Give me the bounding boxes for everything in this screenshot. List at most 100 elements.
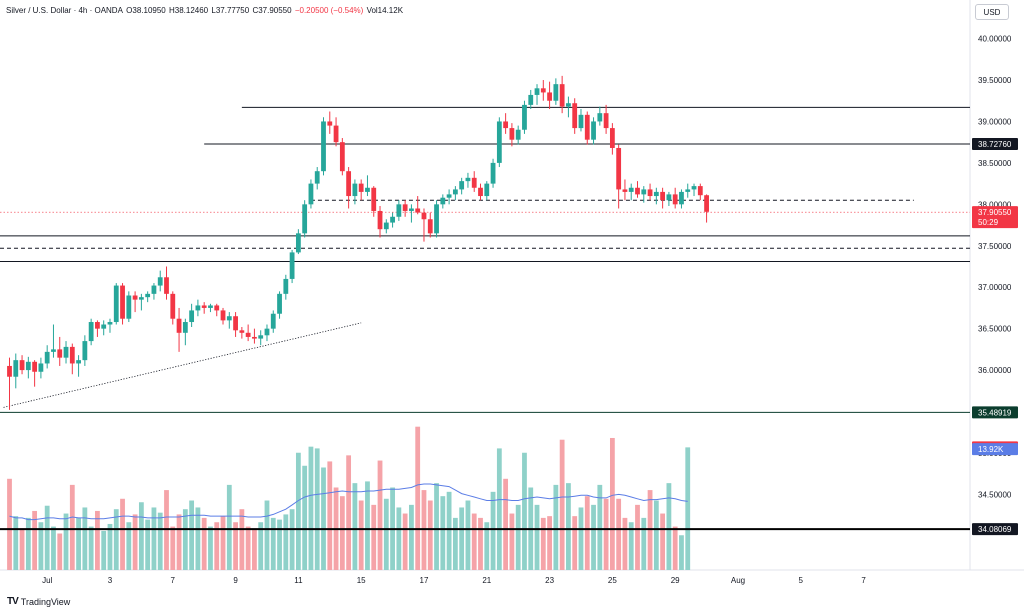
volume-bar: [157, 512, 163, 570]
volume-bar: [82, 507, 88, 570]
candle-body: [38, 363, 44, 372]
volume-tag-bg: [972, 443, 1018, 456]
price-tick-label: 36.50000: [978, 325, 1012, 334]
currency-button[interactable]: USD: [975, 4, 1009, 20]
symbol-legend: Silver / U.S. Dollar · 4h · OANDA O38.10…: [6, 6, 404, 15]
candle-body: [214, 305, 220, 311]
price-tick-label: 37.50000: [978, 242, 1012, 251]
price-change: −0.20500 (−0.54%): [294, 6, 364, 15]
candle-body: [584, 114, 590, 140]
price-axis-labels: 40.00000 39.50000 39.00000 38.50000 38.00000…: [978, 35, 1012, 500]
candle-body: [208, 305, 213, 308]
brand-text: TradingView: [20, 596, 71, 607]
volume-bar: [440, 496, 446, 570]
volume-bar: [95, 510, 100, 570]
current-price-tag: 37.90550: [978, 208, 1012, 217]
tradingview-branding[interactable]: TV TradingView: [7, 596, 70, 607]
candle-body: [503, 121, 509, 129]
candle-body: [164, 277, 169, 294]
level-price-tag-bg: [972, 406, 1018, 419]
horizontal-levels: [0, 106, 970, 531]
volume-bar: [195, 507, 201, 570]
time-tick-label: 17: [420, 576, 429, 585]
volume-bar: [145, 519, 151, 570]
time-tick-label: Jul: [42, 576, 52, 585]
volume-bar: [63, 513, 69, 570]
volume-bar: [258, 522, 264, 570]
volume-bar: [176, 514, 182, 570]
volume-bar: [283, 514, 289, 570]
volume-bar: [264, 500, 270, 570]
volume-bar: [672, 526, 678, 570]
price-tick-label: 39.00000: [978, 117, 1012, 126]
candle-body: [346, 171, 352, 197]
volume-bar: [76, 517, 81, 570]
candle-body: [603, 113, 609, 129]
candle-body: [107, 322, 113, 325]
candle-body: [365, 187, 370, 192]
ohlc-low: L37.77750: [211, 6, 250, 15]
candle-body: [421, 212, 427, 220]
candle-body: [19, 360, 25, 371]
volume-bar: [446, 491, 452, 570]
candle-body: [321, 121, 326, 172]
candle-body: [452, 189, 458, 195]
volume-bar: [138, 502, 144, 570]
candle-body: [685, 189, 691, 192]
candle-body: [226, 316, 232, 321]
candle-body: [446, 194, 452, 198]
volume-bar: [132, 514, 138, 570]
level-price-tag: 35.48919: [978, 408, 1012, 417]
volume-bar: [383, 498, 389, 570]
candle-body: [201, 305, 207, 308]
candle-body: [239, 330, 245, 333]
candle-body: [145, 293, 151, 298]
volume-bar: [51, 526, 56, 570]
candle-body: [691, 186, 697, 190]
candle-body: [679, 191, 684, 205]
volume-bar: [478, 517, 483, 570]
time-tick-label: 5: [799, 576, 804, 585]
candle-body: [151, 285, 157, 294]
volume-bar: [182, 509, 188, 570]
volume-bar: [484, 522, 490, 570]
volume-bar: [459, 507, 465, 570]
volume-bar: [101, 530, 107, 570]
volume-bar: [415, 426, 421, 570]
volume-bar: [321, 467, 326, 570]
volume-bar: [409, 504, 414, 570]
price-tick-label: 38.00000: [978, 200, 1012, 209]
candle-body: [465, 177, 471, 182]
candle-body: [88, 322, 94, 342]
symbol-title[interactable]: Silver / U.S. Dollar · 4h · OANDA: [6, 6, 123, 15]
candle-body: [138, 297, 144, 300]
candle-body: [277, 293, 282, 314]
price-tick-label: 40.00000: [978, 35, 1012, 44]
candle-body: [13, 360, 19, 377]
volume-bar: [628, 522, 634, 570]
candle-body: [157, 277, 163, 286]
volume-bar: [591, 504, 596, 570]
candle-body: [333, 125, 339, 143]
candle-body: [7, 365, 12, 377]
volume-bar: [666, 483, 672, 570]
volume-bar: [57, 533, 63, 570]
candle-body: [182, 322, 188, 333]
candles: [7, 75, 709, 410]
volume-bar: [685, 447, 691, 570]
candle-body: [302, 204, 308, 234]
ohlc-high: H38.12460: [168, 6, 209, 15]
price-tick-label: 38.50000: [978, 159, 1012, 168]
candle-body: [295, 233, 301, 253]
candle-body: [126, 295, 132, 319]
candle-body: [415, 208, 421, 213]
candle-body: [101, 324, 107, 329]
volume-bar: [25, 517, 31, 570]
candle-body: [339, 142, 345, 172]
candle-body: [402, 204, 408, 211]
volume-bar: [358, 500, 364, 570]
volume-bar: [346, 455, 352, 570]
volume-bar: [289, 509, 295, 570]
volume-bar: [597, 484, 603, 570]
